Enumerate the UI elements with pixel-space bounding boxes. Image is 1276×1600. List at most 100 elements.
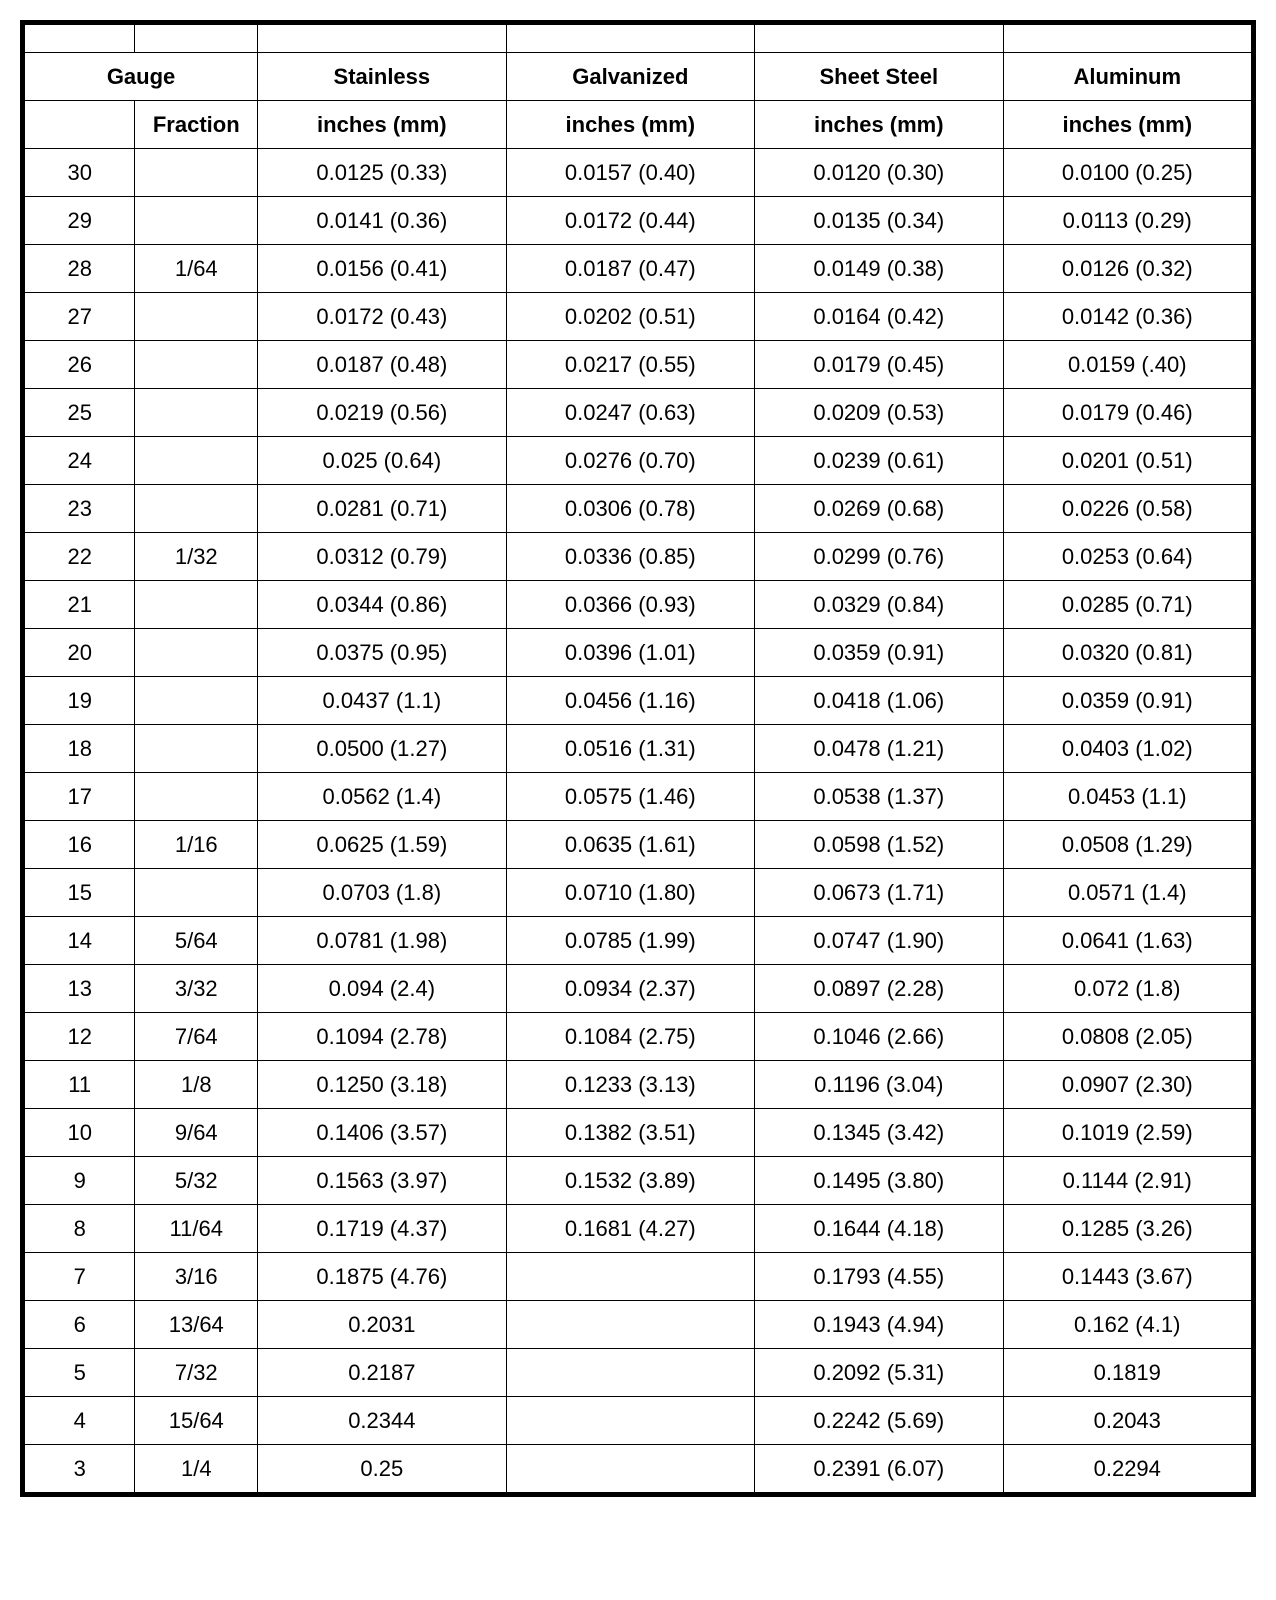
cell-stainless: 0.0703 (1.8) xyxy=(258,869,506,917)
table-row: 300.0125 (0.33)0.0157 (0.40)0.0120 (0.30… xyxy=(25,149,1252,197)
table-row: 127/640.1094 (2.78)0.1084 (2.75)0.1046 (… xyxy=(25,1013,1252,1061)
cell-galvanized: 0.0247 (0.63) xyxy=(506,389,754,437)
cell-galvanized: 0.0396 (1.01) xyxy=(506,629,754,677)
cell-gauge: 10 xyxy=(25,1109,135,1157)
cell-gauge: 4 xyxy=(25,1397,135,1445)
table-row: 170.0562 (1.4)0.0575 (1.46)0.0538 (1.37)… xyxy=(25,773,1252,821)
cell-aluminum: 0.0641 (1.63) xyxy=(1003,917,1251,965)
cell-gauge: 30 xyxy=(25,149,135,197)
cell-aluminum: 0.0907 (2.30) xyxy=(1003,1061,1251,1109)
cell-aluminum: 0.072 (1.8) xyxy=(1003,965,1251,1013)
cell-aluminum: 0.0159 (.40) xyxy=(1003,341,1251,389)
blank-cell xyxy=(755,25,1003,53)
cell-fraction: 3/32 xyxy=(135,965,258,1013)
cell-galvanized: 0.1681 (4.27) xyxy=(506,1205,754,1253)
table-row: 613/640.20310.1943 (4.94)0.162 (4.1) xyxy=(25,1301,1252,1349)
cell-sheet_steel: 0.1793 (4.55) xyxy=(755,1253,1003,1301)
cell-gauge: 29 xyxy=(25,197,135,245)
table-row: 221/320.0312 (0.79)0.0336 (0.85)0.0299 (… xyxy=(25,533,1252,581)
cell-aluminum: 0.0100 (0.25) xyxy=(1003,149,1251,197)
cell-stainless: 0.0625 (1.59) xyxy=(258,821,506,869)
cell-galvanized xyxy=(506,1349,754,1397)
cell-galvanized: 0.0187 (0.47) xyxy=(506,245,754,293)
cell-fraction xyxy=(135,149,258,197)
header-fraction: Fraction xyxy=(135,101,258,149)
header-galvanized: Galvanized xyxy=(506,53,754,101)
blank-cell xyxy=(258,25,506,53)
cell-sheet_steel: 0.0747 (1.90) xyxy=(755,917,1003,965)
blank-cell xyxy=(135,25,258,53)
header-sheet-steel: Sheet Steel xyxy=(755,53,1003,101)
cell-sheet_steel: 0.1046 (2.66) xyxy=(755,1013,1003,1061)
cell-fraction: 9/64 xyxy=(135,1109,258,1157)
cell-stainless: 0.2187 xyxy=(258,1349,506,1397)
cell-aluminum: 0.1019 (2.59) xyxy=(1003,1109,1251,1157)
cell-sheet_steel: 0.0478 (1.21) xyxy=(755,725,1003,773)
cell-stainless: 0.1406 (3.57) xyxy=(258,1109,506,1157)
cell-fraction xyxy=(135,197,258,245)
header-aluminum-units: inches (mm) xyxy=(1003,101,1251,149)
cell-gauge: 16 xyxy=(25,821,135,869)
table-body: 300.0125 (0.33)0.0157 (0.40)0.0120 (0.30… xyxy=(25,149,1252,1493)
table-row: 230.0281 (0.71)0.0306 (0.78)0.0269 (0.68… xyxy=(25,485,1252,533)
cell-galvanized: 0.0366 (0.93) xyxy=(506,581,754,629)
cell-gauge: 8 xyxy=(25,1205,135,1253)
cell-fraction: 7/32 xyxy=(135,1349,258,1397)
cell-aluminum: 0.0201 (0.51) xyxy=(1003,437,1251,485)
cell-sheet_steel: 0.0329 (0.84) xyxy=(755,581,1003,629)
cell-stainless: 0.0156 (0.41) xyxy=(258,245,506,293)
cell-gauge: 13 xyxy=(25,965,135,1013)
cell-aluminum: 0.1144 (2.91) xyxy=(1003,1157,1251,1205)
cell-gauge: 28 xyxy=(25,245,135,293)
table-row: 281/640.0156 (0.41)0.0187 (0.47)0.0149 (… xyxy=(25,245,1252,293)
cell-fraction: 1/16 xyxy=(135,821,258,869)
cell-gauge: 18 xyxy=(25,725,135,773)
cell-fraction: 11/64 xyxy=(135,1205,258,1253)
table-row: 145/640.0781 (1.98)0.0785 (1.99)0.0747 (… xyxy=(25,917,1252,965)
cell-stainless: 0.094 (2.4) xyxy=(258,965,506,1013)
cell-stainless: 0.0187 (0.48) xyxy=(258,341,506,389)
table-row: 240.025 (0.64)0.0276 (0.70)0.0239 (0.61)… xyxy=(25,437,1252,485)
cell-aluminum: 0.0126 (0.32) xyxy=(1003,245,1251,293)
cell-galvanized: 0.0785 (1.99) xyxy=(506,917,754,965)
cell-fraction: 5/32 xyxy=(135,1157,258,1205)
cell-gauge: 25 xyxy=(25,389,135,437)
cell-aluminum: 0.0808 (2.05) xyxy=(1003,1013,1251,1061)
header-gauge-sub xyxy=(25,101,135,149)
cell-sheet_steel: 0.2391 (6.07) xyxy=(755,1445,1003,1493)
cell-sheet_steel: 0.0359 (0.91) xyxy=(755,629,1003,677)
table-row: 190.0437 (1.1)0.0456 (1.16)0.0418 (1.06)… xyxy=(25,677,1252,725)
cell-sheet_steel: 0.0164 (0.42) xyxy=(755,293,1003,341)
table-row: 21 0.0344 (0.86)0.0366 (0.93)0.0329 (0.84… xyxy=(25,581,1252,629)
cell-gauge: 21 xyxy=(25,581,135,629)
blank-cell xyxy=(506,25,754,53)
cell-stainless: 0.0312 (0.79) xyxy=(258,533,506,581)
cell-galvanized: 0.0172 (0.44) xyxy=(506,197,754,245)
cell-stainless: 0.0281 (0.71) xyxy=(258,485,506,533)
cell-stainless: 0.025 (0.64) xyxy=(258,437,506,485)
cell-gauge: 23 xyxy=(25,485,135,533)
cell-fraction xyxy=(135,293,258,341)
cell-fraction xyxy=(135,581,258,629)
table-row: 161/160.0625 (1.59)0.0635 (1.61)0.0598 (… xyxy=(25,821,1252,869)
header-stainless: Stainless xyxy=(258,53,506,101)
cell-stainless: 0.0344 (0.86) xyxy=(258,581,506,629)
cell-sheet_steel: 0.0598 (1.52) xyxy=(755,821,1003,869)
gauge-table-wrapper: Gauge Stainless Galvanized Sheet Steel A… xyxy=(20,20,1256,1497)
cell-sheet_steel: 0.0897 (2.28) xyxy=(755,965,1003,1013)
table-row: 111/80.1250 (3.18)0.1233 (3.13)0.1196 (3… xyxy=(25,1061,1252,1109)
cell-fraction: 1/64 xyxy=(135,245,258,293)
cell-galvanized: 0.0456 (1.16) xyxy=(506,677,754,725)
cell-gauge: 12 xyxy=(25,1013,135,1061)
cell-aluminum: 0.2294 xyxy=(1003,1445,1251,1493)
cell-gauge: 26 xyxy=(25,341,135,389)
cell-galvanized: 0.0157 (0.40) xyxy=(506,149,754,197)
gauge-table: Gauge Stainless Galvanized Sheet Steel A… xyxy=(24,24,1252,1493)
cell-galvanized: 0.0575 (1.46) xyxy=(506,773,754,821)
cell-aluminum: 0.0453 (1.1) xyxy=(1003,773,1251,821)
table-row: 250.0219 (0.56)0.0247 (0.63)0.0209 (0.53… xyxy=(25,389,1252,437)
cell-aluminum: 0.0359 (0.91) xyxy=(1003,677,1251,725)
cell-fraction xyxy=(135,725,258,773)
table-row: 811/640.1719 (4.37)0.1681 (4.27)0.1644 (… xyxy=(25,1205,1252,1253)
table-row: 270.0172 (0.43)0.0202 (0.51)0.0164 (0.42… xyxy=(25,293,1252,341)
